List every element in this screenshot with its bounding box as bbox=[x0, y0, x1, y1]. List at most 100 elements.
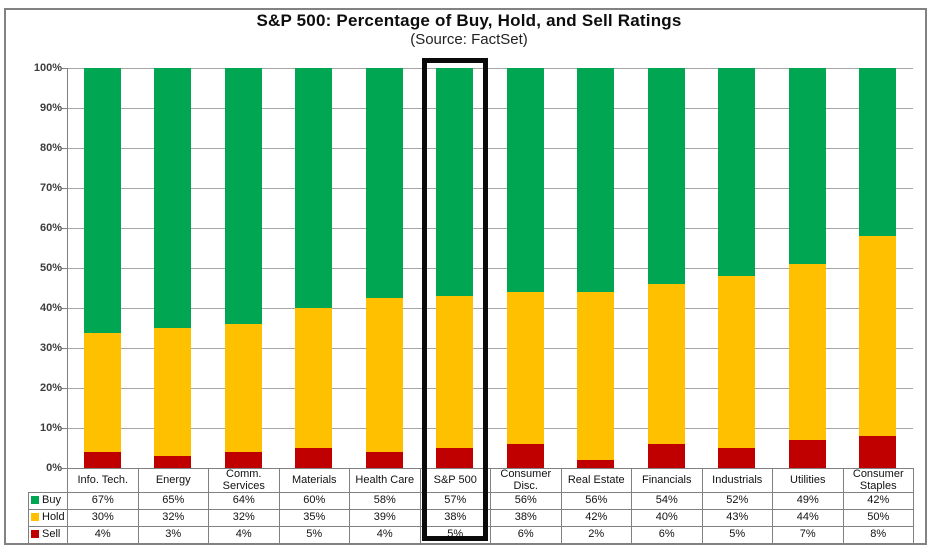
gridline bbox=[67, 228, 913, 229]
table-value-cell: 3% bbox=[137, 526, 209, 545]
category-header-cell: Materials bbox=[278, 467, 350, 494]
bar-segment-buy bbox=[577, 68, 615, 292]
y-axis-tick-label: 20% bbox=[39, 382, 62, 394]
axis-tick bbox=[62, 468, 67, 469]
stacked-bar-comm-services bbox=[224, 68, 262, 468]
table-value-cell: 4% bbox=[67, 526, 139, 545]
bar-segment-hold bbox=[577, 292, 615, 460]
table-value-cell: 32% bbox=[208, 509, 280, 528]
bar-segment-sell bbox=[577, 460, 615, 468]
stacked-bar-materials bbox=[295, 68, 333, 468]
axis-tick bbox=[62, 428, 67, 429]
bar-segment-buy bbox=[436, 68, 474, 296]
bar-segment-hold bbox=[365, 297, 403, 453]
y-axis-tick-label: 50% bbox=[39, 262, 62, 274]
table-value-cell: 50% bbox=[842, 509, 914, 528]
axis-tick bbox=[62, 148, 67, 149]
category-header-cell: Info. Tech. bbox=[67, 467, 139, 494]
y-axis-tick-label: 60% bbox=[39, 222, 62, 234]
chart-subtitle: (Source: FactSet) bbox=[410, 31, 528, 48]
bar-segment-sell bbox=[859, 436, 897, 468]
stacked-bar-utilities bbox=[788, 68, 826, 468]
bar-segment-buy bbox=[295, 68, 333, 308]
table-value-cell: 8% bbox=[842, 526, 914, 545]
stacked-bar-industrials bbox=[718, 68, 756, 468]
bar-segment-sell bbox=[365, 452, 403, 468]
bar-segment-hold bbox=[83, 333, 121, 453]
bar-segment-sell bbox=[506, 444, 544, 468]
bar-segment-hold bbox=[859, 236, 897, 436]
table-value-cell: 32% bbox=[137, 509, 209, 528]
bar-segment-buy bbox=[83, 68, 121, 334]
table-value-cell: 43% bbox=[701, 509, 773, 528]
table-value-cell: 60% bbox=[278, 492, 350, 511]
axis-tick bbox=[62, 348, 67, 349]
highlight-box bbox=[421, 58, 488, 541]
table-value-cell: 65% bbox=[137, 492, 209, 511]
legend-label: Buy bbox=[42, 494, 61, 507]
bar-segment-sell bbox=[83, 452, 121, 468]
category-header-cell: Consumer Staples bbox=[842, 467, 914, 494]
gridline bbox=[67, 188, 913, 189]
bar-segment-sell bbox=[436, 448, 474, 468]
table-value-cell: 67% bbox=[67, 492, 139, 511]
bar-segment-hold bbox=[788, 264, 826, 440]
category-header-cell: Comm. Services bbox=[208, 467, 280, 494]
category-header-cell: Consumer Disc. bbox=[490, 467, 562, 494]
table-value-cell: 52% bbox=[701, 492, 773, 511]
y-axis-tick-label: 10% bbox=[39, 422, 62, 434]
bar-segment-buy bbox=[506, 68, 544, 292]
gridline bbox=[67, 108, 913, 109]
table-value-cell: 4% bbox=[349, 526, 421, 545]
y-axis-tick-label: 40% bbox=[39, 302, 62, 314]
bar-segment-sell bbox=[154, 456, 192, 468]
legend-label: Hold bbox=[42, 511, 65, 524]
y-axis-line bbox=[67, 68, 68, 468]
stacked-bar-health-care bbox=[365, 68, 403, 468]
gridline bbox=[67, 428, 913, 429]
gridline bbox=[67, 148, 913, 149]
y-axis-tick-label: 90% bbox=[39, 102, 62, 114]
legend-swatch-hold-icon bbox=[31, 513, 39, 522]
table-value-cell: 38% bbox=[490, 509, 562, 528]
axis-tick bbox=[62, 268, 67, 269]
axis-tick bbox=[62, 188, 67, 189]
bar-segment-hold bbox=[224, 324, 262, 452]
axis-tick bbox=[62, 308, 67, 309]
category-header-cell: Financials bbox=[631, 467, 703, 494]
table-value-cell: 56% bbox=[490, 492, 562, 511]
bar-segment-buy bbox=[224, 68, 262, 324]
gridline bbox=[67, 68, 913, 69]
table-value-cell: 30% bbox=[67, 509, 139, 528]
table-value-cell: 5% bbox=[278, 526, 350, 545]
table-value-cell: 58% bbox=[349, 492, 421, 511]
y-axis-tick-label: 100% bbox=[33, 62, 62, 74]
table-value-cell: 6% bbox=[490, 526, 562, 545]
stacked-bar-consumer-disc- bbox=[506, 68, 544, 468]
bar-segment-buy bbox=[718, 68, 756, 276]
bar-segment-sell bbox=[295, 448, 333, 468]
table-value-cell: 44% bbox=[772, 509, 844, 528]
bar-segment-buy bbox=[365, 68, 403, 298]
bar-segment-sell bbox=[788, 440, 826, 468]
table-value-cell: 49% bbox=[772, 492, 844, 511]
bar-segment-sell bbox=[647, 444, 685, 468]
table-value-cell: 40% bbox=[631, 509, 703, 528]
bar-segment-hold bbox=[506, 292, 544, 444]
gridline bbox=[67, 348, 913, 349]
table-value-cell: 5% bbox=[701, 526, 773, 545]
table-stub-cell bbox=[29, 469, 68, 493]
bar-segment-hold bbox=[647, 284, 685, 444]
table-value-cell: 54% bbox=[631, 492, 703, 511]
bar-segment-hold bbox=[718, 276, 756, 448]
bar-segment-hold bbox=[295, 308, 333, 448]
table-value-cell: 38% bbox=[419, 509, 491, 528]
table-value-cell: 4% bbox=[208, 526, 280, 545]
bar-segment-buy bbox=[788, 68, 826, 264]
axis-tick bbox=[62, 228, 67, 229]
table-value-cell: 6% bbox=[631, 526, 703, 545]
figure-border bbox=[4, 8, 927, 545]
y-axis-tick-label: 30% bbox=[39, 342, 62, 354]
table-value-cell: 39% bbox=[349, 509, 421, 528]
